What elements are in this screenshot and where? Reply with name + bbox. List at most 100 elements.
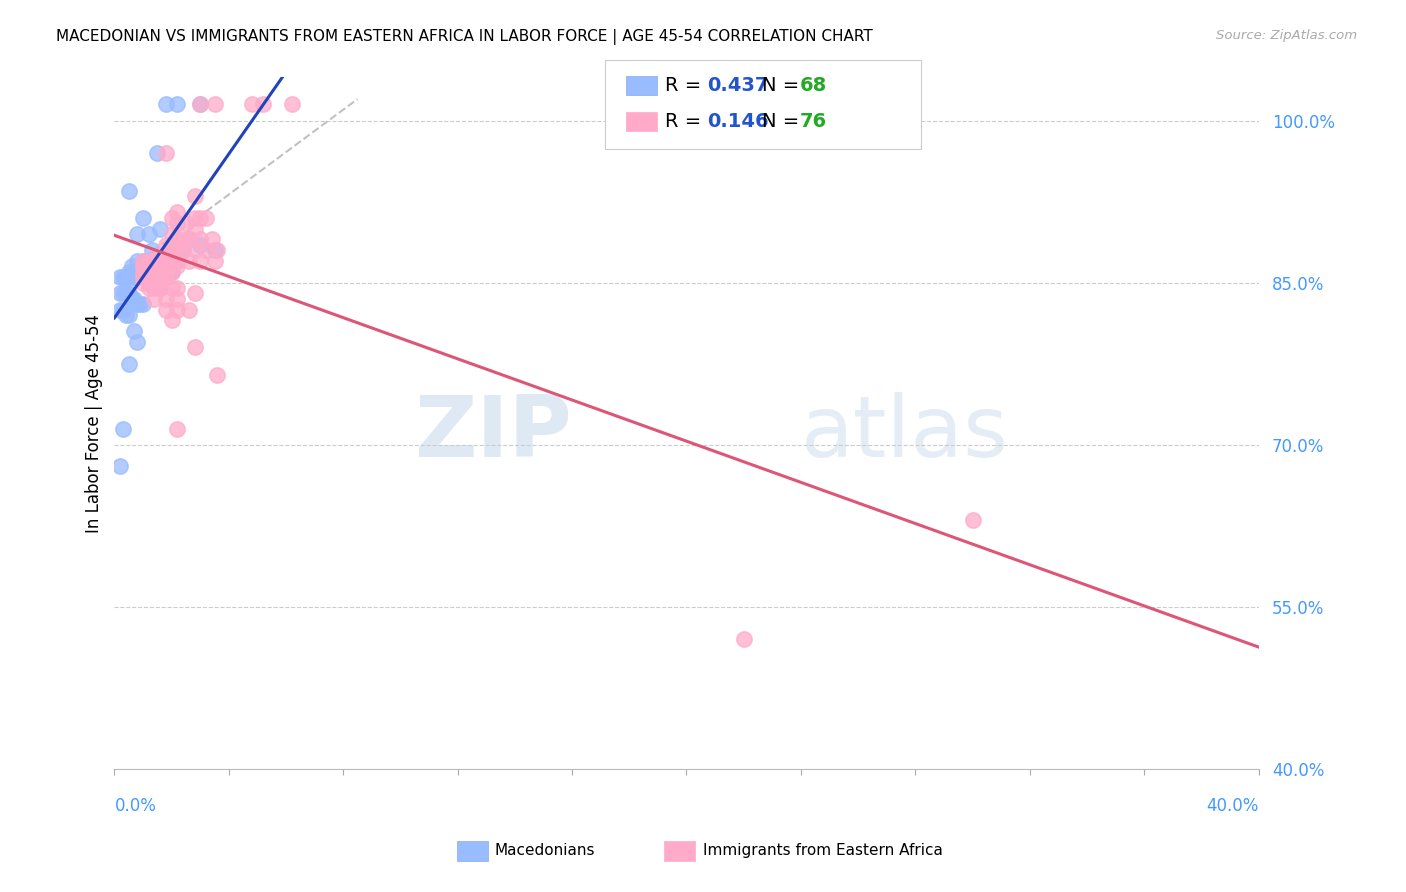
Point	[108, 302, 131, 317]
Point	[115, 270, 138, 285]
Point	[143, 265, 166, 279]
Text: Immigrants from Eastern Africa: Immigrants from Eastern Africa	[703, 844, 943, 858]
Point	[132, 276, 155, 290]
Point	[207, 244, 229, 258]
Point	[124, 270, 146, 285]
Point	[129, 270, 152, 285]
Text: atlas: atlas	[801, 392, 1010, 475]
Point	[138, 270, 160, 285]
Point	[149, 270, 172, 285]
Point	[166, 254, 188, 268]
Point	[111, 270, 134, 285]
Point	[132, 270, 155, 285]
Point	[132, 265, 155, 279]
Text: 68: 68	[800, 76, 827, 95]
Point	[127, 254, 149, 268]
Point	[177, 232, 200, 246]
Point	[155, 302, 177, 317]
Point	[141, 244, 163, 258]
Point	[188, 232, 211, 246]
Text: N =: N =	[762, 76, 806, 95]
Point	[155, 270, 177, 285]
Point	[733, 632, 755, 647]
Text: MACEDONIAN VS IMMIGRANTS FROM EASTERN AFRICA IN LABOR FORCE | AGE 45-54 CORRELAT: MACEDONIAN VS IMMIGRANTS FROM EASTERN AF…	[56, 29, 873, 45]
Text: 76: 76	[800, 112, 827, 131]
Point	[166, 292, 188, 306]
Point	[160, 211, 183, 225]
Point	[166, 205, 188, 219]
Point	[204, 97, 226, 112]
Point	[108, 270, 131, 285]
Point	[155, 249, 177, 263]
Point	[124, 265, 146, 279]
Point	[155, 260, 177, 274]
Point	[127, 335, 149, 350]
Point	[155, 265, 177, 279]
Point	[183, 341, 205, 355]
Point	[132, 260, 155, 274]
Point	[124, 324, 146, 338]
Point	[194, 244, 217, 258]
Point	[124, 292, 146, 306]
Point	[149, 265, 172, 279]
Point	[149, 276, 172, 290]
Text: 40.0%: 40.0%	[1206, 797, 1258, 814]
Point	[281, 97, 304, 112]
Point	[108, 286, 131, 301]
Point	[141, 270, 163, 285]
Point	[207, 368, 229, 382]
Point	[204, 254, 226, 268]
Point	[118, 357, 141, 371]
Point	[127, 297, 149, 311]
Point	[166, 216, 188, 230]
Point	[155, 292, 177, 306]
Point	[166, 254, 188, 268]
Point	[146, 276, 169, 290]
Point	[118, 265, 141, 279]
Point	[194, 211, 217, 225]
Point	[172, 244, 194, 258]
Point	[183, 221, 205, 235]
Point	[132, 254, 155, 268]
Point	[183, 244, 205, 258]
Point	[149, 265, 172, 279]
Point	[155, 265, 177, 279]
Point	[204, 244, 226, 258]
Point	[183, 189, 205, 203]
Point	[138, 260, 160, 274]
Point	[152, 265, 174, 279]
Point	[160, 238, 183, 252]
Point	[160, 227, 183, 241]
Point	[129, 297, 152, 311]
Point	[121, 260, 143, 274]
Point	[146, 249, 169, 263]
Text: Source: ZipAtlas.com: Source: ZipAtlas.com	[1216, 29, 1357, 42]
Point	[149, 221, 172, 235]
Point	[132, 265, 155, 279]
Point	[177, 302, 200, 317]
Point	[138, 265, 160, 279]
Text: ZIP: ZIP	[415, 392, 572, 475]
Point	[155, 238, 177, 252]
Y-axis label: In Labor Force | Age 45-54: In Labor Force | Age 45-54	[86, 314, 103, 533]
Point	[172, 244, 194, 258]
Point	[143, 276, 166, 290]
Point	[138, 265, 160, 279]
Point	[121, 270, 143, 285]
Point	[149, 281, 172, 295]
Point	[138, 270, 160, 285]
Point	[160, 260, 183, 274]
Point	[121, 292, 143, 306]
Point	[962, 513, 984, 527]
Text: R =: R =	[665, 76, 707, 95]
Point	[166, 421, 188, 435]
Point	[174, 216, 197, 230]
Point	[160, 238, 183, 252]
Point	[135, 265, 157, 279]
Point	[188, 97, 211, 112]
Point	[146, 249, 169, 263]
Point	[141, 265, 163, 279]
Point	[160, 249, 183, 263]
Point	[138, 254, 160, 268]
Point	[155, 97, 177, 112]
